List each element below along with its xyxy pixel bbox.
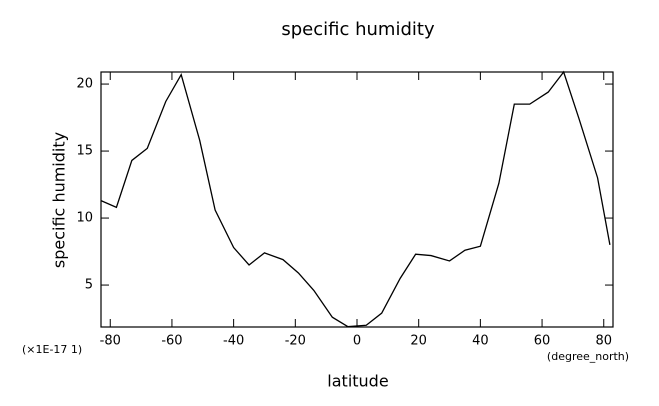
chart-title: specific humidity <box>281 19 435 40</box>
x-tick-label: 0 <box>353 334 361 349</box>
x-tick-label: 40 <box>472 334 489 349</box>
y-tick-label: 15 <box>76 144 93 159</box>
x-tick-label: -60 <box>161 334 182 349</box>
x-tick-label: -40 <box>223 334 244 349</box>
x-tick-label: -20 <box>285 334 306 349</box>
y-tick-label: 5 <box>85 278 93 293</box>
y-scale-note: (×1E-17 1) <box>22 343 82 356</box>
plot-frame <box>100 71 614 328</box>
y-tick-label: 20 <box>76 77 93 92</box>
x-tick-label: -80 <box>100 334 121 349</box>
y-tick-label: 10 <box>76 211 93 226</box>
y-axis-title: specific humidity <box>50 132 69 268</box>
x-tick-label: 20 <box>410 334 427 349</box>
x-tick-label: 60 <box>534 334 551 349</box>
x-units: (degree_north) <box>547 350 629 363</box>
x-axis-title: latitude <box>327 372 388 391</box>
data-line <box>100 70 611 328</box>
x-tick-label: 80 <box>595 334 612 349</box>
